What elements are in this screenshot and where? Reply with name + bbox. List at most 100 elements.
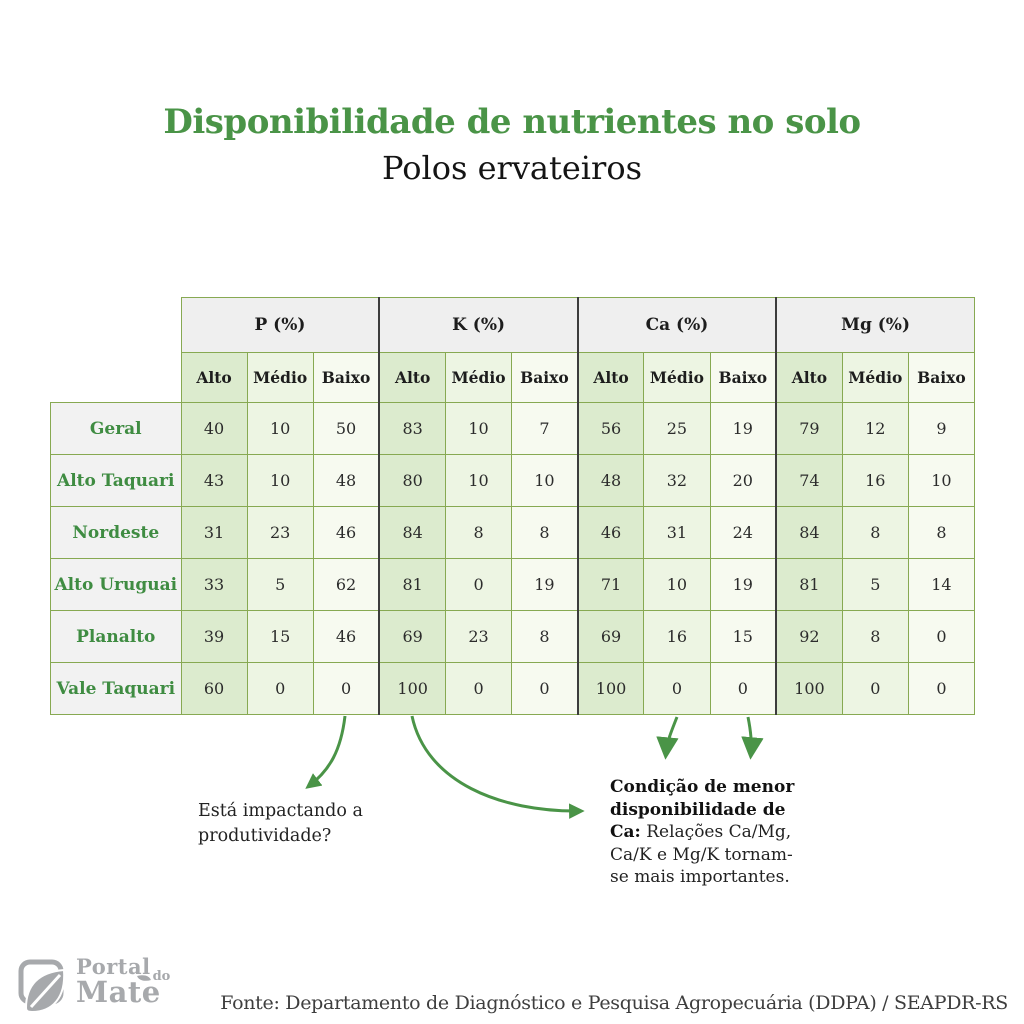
row-label: Alto Taquari — [50, 454, 182, 507]
row-label: Alto Uruguai — [50, 558, 182, 611]
table-cell: 25 — [643, 402, 711, 455]
table-cell: 43 — [180, 454, 248, 507]
table-cell: 5 — [841, 558, 909, 611]
source-text: Fonte: Departamento de Diagnóstico e Pes… — [220, 992, 1008, 1014]
sub-header: Baixo — [312, 352, 380, 403]
table-cell: 9 — [907, 402, 976, 455]
table-cell: 0 — [907, 610, 976, 663]
table-cell: 46 — [312, 506, 380, 559]
table-cell: 10 — [643, 558, 711, 611]
table-cell: 19 — [709, 402, 777, 455]
logo-mate: Mate — [76, 972, 168, 1007]
table-cell: 60 — [180, 662, 248, 715]
table-cell: 0 — [907, 662, 976, 715]
table-cell: 69 — [576, 610, 645, 663]
arrow-ca-medio — [656, 716, 679, 760]
sub-header: Médio — [444, 352, 513, 403]
note-calcium-title: Condição de menor disponibilidade de Ca: — [610, 777, 795, 843]
logo-portal: Portal — [76, 954, 151, 979]
table-cell: 12 — [841, 402, 909, 455]
sub-header: Alto — [180, 352, 248, 403]
group-header: K (%) — [378, 297, 579, 353]
table-cell: 84 — [775, 506, 843, 559]
table-cell: 33 — [180, 558, 248, 611]
table-cell: 84 — [378, 506, 447, 559]
table-cell: 0 — [444, 558, 513, 611]
table-cell: 83 — [378, 402, 447, 455]
table-cell: 0 — [312, 662, 380, 715]
logo-do: do — [152, 969, 171, 984]
sub-header: Alto — [775, 352, 843, 403]
table-cell: 5 — [246, 558, 314, 611]
arrow-ca-baixo — [741, 716, 764, 760]
page-title: Disponibilidade de nutrientes no solo — [163, 102, 861, 142]
leaf-logo-icon — [18, 959, 66, 1014]
table-cell: 40 — [180, 402, 248, 455]
table-corner — [50, 297, 181, 403]
table-cell: 10 — [444, 402, 513, 455]
row-label: Planalto — [50, 610, 182, 663]
note-calcium: Condição de menor disponibilidade de Ca:… — [610, 776, 805, 889]
table-cell: 8 — [907, 506, 976, 559]
group-header: P (%) — [180, 297, 380, 353]
table-cell: 74 — [775, 454, 843, 507]
table-cell: 100 — [775, 662, 843, 715]
table-cell: 19 — [511, 558, 579, 611]
table-cell: 19 — [709, 558, 777, 611]
table-cell: 10 — [511, 454, 579, 507]
table-cell: 46 — [576, 506, 645, 559]
table-cell: 0 — [709, 662, 777, 715]
logo-text: Portal do Mate — [76, 954, 171, 1007]
table-cell: 80 — [378, 454, 447, 507]
table-cell: 14 — [907, 558, 976, 611]
table-cell: 46 — [312, 610, 380, 663]
table-cell: 15 — [246, 610, 314, 663]
table-cell: 10 — [246, 454, 314, 507]
arrow-k-alto — [410, 715, 585, 819]
row-label: Vale Taquari — [50, 662, 182, 715]
table-cell: 48 — [576, 454, 645, 507]
table-cell: 81 — [775, 558, 843, 611]
table-cell: 8 — [444, 506, 513, 559]
table-cell: 32 — [643, 454, 711, 507]
table-cell: 0 — [643, 662, 711, 715]
table-cell: 10 — [246, 402, 314, 455]
note-calcium-body: Relações Ca/Mg, Ca/K e Mg/K tornam-se ma… — [610, 822, 793, 888]
table-cell: 39 — [180, 610, 248, 663]
row-label: Nordeste — [50, 506, 182, 559]
table-cell: 16 — [841, 454, 909, 507]
sub-header: Médio — [246, 352, 314, 403]
nutrient-table: P (%) K (%) Ca (%) Mg (%) Alto Médio Baixo Alto… — [50, 297, 976, 715]
table-cell: 24 — [709, 506, 777, 559]
table-cell: 0 — [246, 662, 314, 715]
table-cell: 71 — [576, 558, 645, 611]
table-cell: 56 — [576, 402, 645, 455]
sub-header: Baixo — [907, 352, 976, 403]
table-cell: 92 — [775, 610, 843, 663]
table-cell: 50 — [312, 402, 380, 455]
table-cell: 79 — [775, 402, 843, 455]
table-cell: 8 — [841, 506, 909, 559]
table-cell: 0 — [841, 662, 909, 715]
sub-header: Baixo — [511, 352, 579, 403]
table-cell: 0 — [511, 662, 579, 715]
table-cell: 8 — [841, 610, 909, 663]
table-cell: 0 — [444, 662, 513, 715]
table-cell: 100 — [576, 662, 645, 715]
table-cell: 62 — [312, 558, 380, 611]
table-cell: 31 — [180, 506, 248, 559]
table-cell: 7 — [511, 402, 579, 455]
table-cell: 10 — [444, 454, 513, 507]
sub-header: Alto — [378, 352, 447, 403]
table-cell: 15 — [709, 610, 777, 663]
sub-header: Médio — [643, 352, 711, 403]
page-subtitle: Polos ervateiros — [382, 149, 642, 187]
arrow-p-baixo — [305, 715, 347, 789]
table-cell: 8 — [511, 506, 579, 559]
sub-header: Baixo — [709, 352, 777, 403]
table-cell: 100 — [378, 662, 447, 715]
table-cell: 69 — [378, 610, 447, 663]
table-cell: 8 — [511, 610, 579, 663]
table-cell: 16 — [643, 610, 711, 663]
table-cell: 81 — [378, 558, 447, 611]
